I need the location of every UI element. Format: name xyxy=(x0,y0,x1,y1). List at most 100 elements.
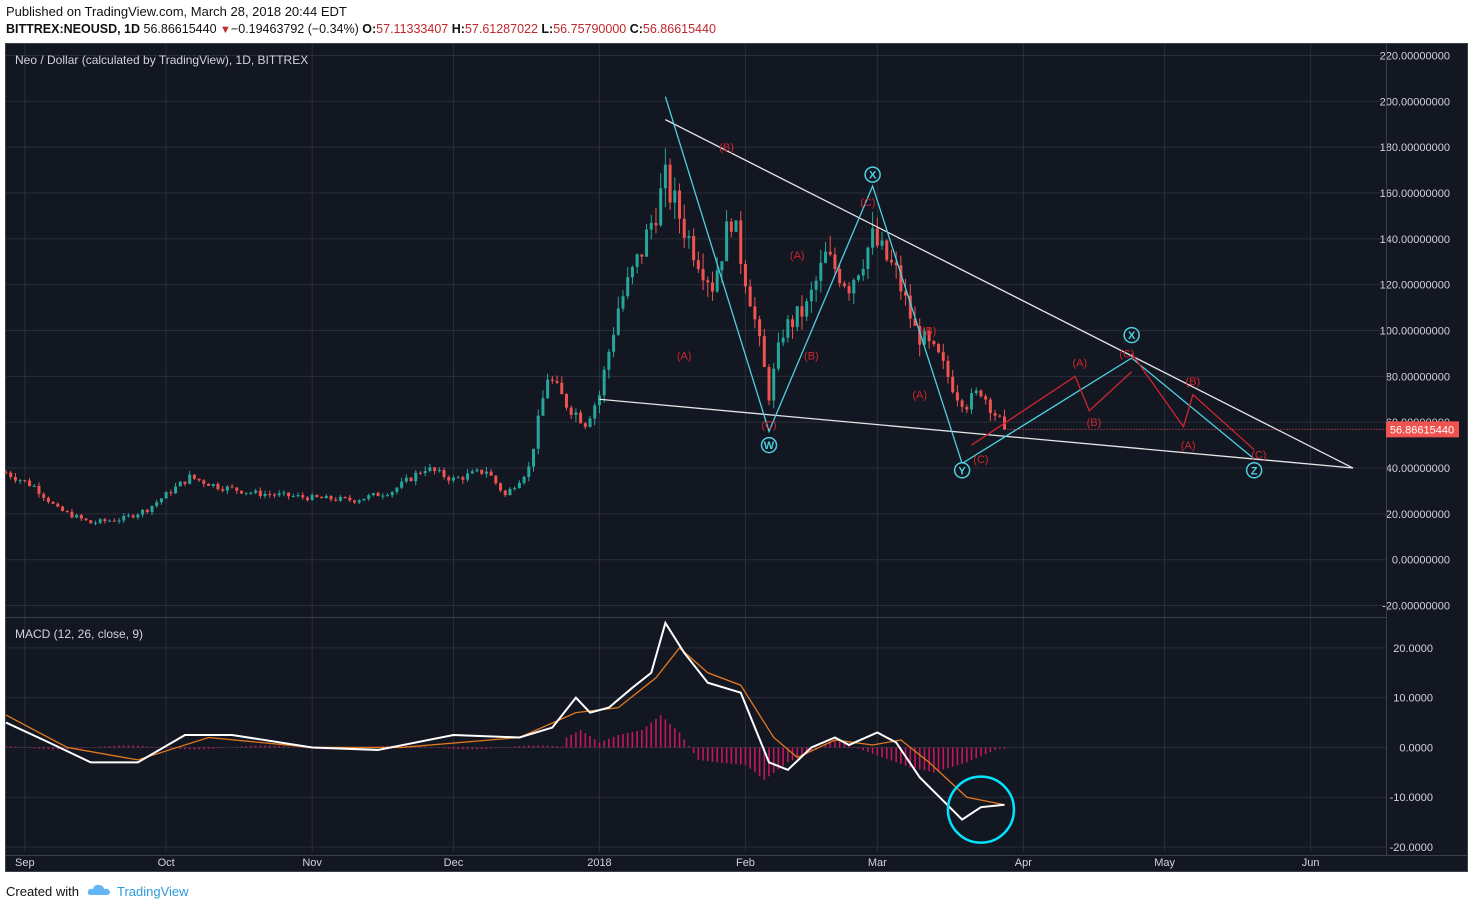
wave-label: (C) xyxy=(860,197,875,209)
wave-label: (A) xyxy=(912,390,927,402)
tradingview-link[interactable]: TradingView xyxy=(116,884,189,899)
candle-body xyxy=(602,369,606,396)
time-tick-label: Feb xyxy=(736,857,755,869)
candle-body xyxy=(946,360,950,377)
candle-body xyxy=(593,405,597,419)
candle-body xyxy=(437,469,441,472)
candle-body xyxy=(970,393,974,410)
candle-body xyxy=(343,496,347,498)
candle-body xyxy=(155,502,159,506)
wave-label: (B) xyxy=(804,351,819,363)
candle-body xyxy=(612,334,616,352)
time-tick-label: Sep xyxy=(15,857,35,869)
candle-body xyxy=(880,240,884,246)
candle-body xyxy=(56,503,60,507)
candle-body xyxy=(762,336,766,368)
candle-body xyxy=(579,412,583,424)
candle-body xyxy=(560,382,564,395)
candle-body xyxy=(357,500,361,503)
candle-body xyxy=(4,472,8,474)
candle-body xyxy=(984,396,988,400)
candle-body xyxy=(414,472,418,482)
candle-body xyxy=(499,483,503,491)
wave-circle-marker xyxy=(760,436,778,454)
wave-circle-marker xyxy=(1123,326,1140,344)
candle-body xyxy=(588,418,592,427)
candle-body xyxy=(244,492,248,494)
price-tick-label: 100.00000000 xyxy=(1380,326,1450,338)
candle-body xyxy=(418,472,422,474)
candle-body xyxy=(922,331,926,345)
candle-body xyxy=(249,492,253,494)
candle-body xyxy=(555,381,559,383)
candle-body xyxy=(918,325,922,345)
candle-body xyxy=(456,477,460,479)
candle-body xyxy=(428,467,432,472)
candle-body xyxy=(23,480,27,482)
candle-body xyxy=(141,509,145,515)
candle-body xyxy=(98,519,102,523)
candle-body xyxy=(197,478,201,481)
candle-body xyxy=(159,498,163,503)
candle-body xyxy=(583,423,587,427)
macd-pane-title: MACD (12, 26, close, 9) xyxy=(15,627,143,641)
chart-frame[interactable] xyxy=(5,43,1468,872)
candle-body xyxy=(494,475,498,484)
candle-body xyxy=(701,269,705,281)
price-tick-label: 120.00000000 xyxy=(1380,280,1450,292)
highlight-circle xyxy=(946,775,1016,844)
candle-body xyxy=(621,296,625,309)
candle-body xyxy=(720,261,724,271)
candle-body xyxy=(93,522,97,524)
candle-body xyxy=(404,477,408,482)
candle-body xyxy=(433,467,437,472)
candle-body xyxy=(979,390,983,397)
candle-body xyxy=(216,483,220,490)
last-price-tag-label: 56.86615440 xyxy=(1390,424,1454,436)
candle-body xyxy=(889,259,893,263)
candle-body xyxy=(772,368,776,401)
candle-body xyxy=(390,491,394,496)
candle-body xyxy=(569,407,573,415)
candle-body xyxy=(84,518,88,521)
candle-body xyxy=(503,490,507,496)
time-tick-label: 2018 xyxy=(587,857,611,869)
candle-body xyxy=(230,486,234,488)
candle-body xyxy=(597,395,601,406)
down-arrow-icon: ▼ xyxy=(220,24,231,36)
candle-body xyxy=(9,472,13,477)
time-tick-label: Nov xyxy=(302,857,322,869)
candle-body xyxy=(291,495,295,497)
candle-body xyxy=(541,398,545,416)
candle-body xyxy=(470,471,474,474)
candle-body xyxy=(334,499,338,501)
candle-body xyxy=(739,220,743,264)
candle-body xyxy=(550,379,554,382)
candle-body xyxy=(663,164,667,189)
candle-body xyxy=(254,490,258,493)
wave-label: (B) xyxy=(922,326,937,338)
candle-body xyxy=(489,471,493,476)
candle-body xyxy=(894,262,898,266)
candle-body xyxy=(65,510,69,512)
candle-body xyxy=(819,262,823,281)
candle-body xyxy=(527,466,531,477)
close-value: 56.86615440 xyxy=(642,22,716,36)
candle-body xyxy=(875,228,879,246)
candle-body xyxy=(480,469,484,474)
candle-body xyxy=(988,399,992,414)
candle-body xyxy=(904,291,908,296)
candle-body xyxy=(442,469,446,477)
candle-body xyxy=(517,482,521,489)
candle-body xyxy=(828,251,832,255)
candle-body xyxy=(484,471,488,474)
time-tick-label: Apr xyxy=(1015,857,1032,869)
candle-body xyxy=(13,476,17,481)
candle-body xyxy=(235,487,239,491)
candle-body xyxy=(932,341,936,345)
candle-body xyxy=(795,306,799,328)
candle-body xyxy=(112,520,116,522)
candle-body xyxy=(79,515,83,519)
candle-body xyxy=(272,494,276,496)
